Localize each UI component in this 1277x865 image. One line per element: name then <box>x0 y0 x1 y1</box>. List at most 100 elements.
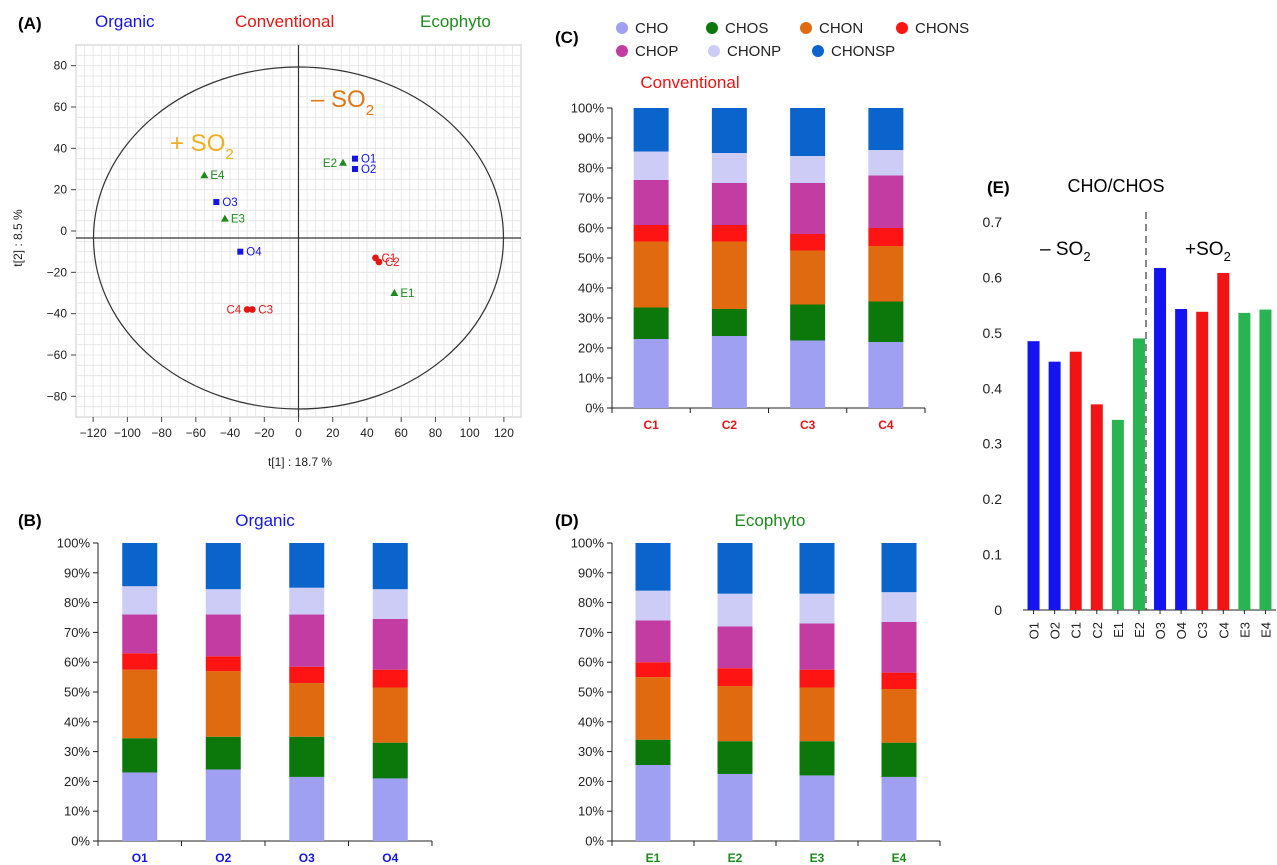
y-tick-label: 20% <box>578 774 604 789</box>
y-tick-label: 0 <box>994 602 1002 618</box>
bar-segment-c3-chons <box>790 234 826 251</box>
y-tick-label: 50% <box>578 685 604 700</box>
bar-segment-o3-chonp <box>289 587 325 615</box>
bar-segment-c1-chonp <box>633 151 669 180</box>
bar-segment-c2-chons <box>711 225 747 242</box>
bar-segment-c3-chonp <box>790 156 826 183</box>
point-label-e2: E2 <box>323 158 337 170</box>
point-o3 <box>213 199 220 206</box>
bar-segment-o4-chons <box>372 669 408 688</box>
bar-segment-e4-chonsp <box>881 543 917 593</box>
bar-segment-c4-cho <box>868 342 904 408</box>
bar-o2 <box>1048 361 1061 610</box>
category-label-e2: E2 <box>1132 622 1147 638</box>
bar-segment-c2-chos <box>711 309 747 336</box>
y-tick-label: 90% <box>578 131 604 146</box>
y-tick-label: 40% <box>578 281 604 296</box>
y-tick-label: −20 <box>47 265 68 279</box>
x-tick-label: 60 <box>395 426 409 440</box>
point-e2 <box>339 158 347 166</box>
y-tick-label: 100% <box>57 536 91 551</box>
legend-label-chonsp: CHONSP <box>831 43 895 60</box>
bar-segment-e1-chonp <box>635 590 671 621</box>
category-label-c2: C2 <box>1090 622 1105 639</box>
minus-so2-text: – SO2 <box>1040 239 1091 264</box>
bar-segment-c4-chonp <box>868 150 904 176</box>
category-label-c3: C3 <box>1195 622 1210 639</box>
x-axis-title: t[1] : 18.7 % <box>268 455 332 469</box>
bar-segment-o4-chonp <box>372 589 408 619</box>
point-label-e4: E4 <box>210 170 225 182</box>
panel-d: (D) Ecophyto 0% 10% 20% 30% 40% 50% 60% 70% 80% 9… <box>555 511 941 865</box>
panel-b-title: Organic <box>235 511 295 530</box>
bar-segment-c4-chons <box>868 228 904 246</box>
bar-segment-c2-chon <box>711 241 747 309</box>
y-tick-label: 40 <box>54 141 68 155</box>
bar-segment-c2-cho <box>711 336 747 408</box>
panel-d-title: Ecophyto <box>735 511 806 530</box>
category-label-c4: C4 <box>1216 622 1231 639</box>
bar-segment-e4-chop <box>881 621 917 673</box>
bar-segment-o2-chonp <box>205 589 241 615</box>
y-tick-label: 0.7 <box>983 214 1003 230</box>
bar-segment-o1-chos <box>122 738 158 773</box>
bar-segment-o3-chos <box>289 736 325 777</box>
bar-segment-e3-chonp <box>799 593 835 624</box>
point-o2 <box>351 166 358 172</box>
bar-segment-o2-chos <box>205 736 241 770</box>
bar-segment-c3-chop <box>790 183 826 234</box>
panel-c: Conventional 0% 10% 20% 30% 40% 50% 60% 70% 80% 9… <box>571 73 926 432</box>
bar-segment-o4-cho <box>372 778 408 841</box>
category-label-e3: E3 <box>1237 622 1252 638</box>
bar-segment-o3-chon <box>289 683 325 737</box>
legend-marker-chons <box>896 22 908 34</box>
category-label-c2: C2 <box>722 418 738 432</box>
bar-segment-c2-chonsp <box>711 108 747 153</box>
bar-segment-o4-chos <box>372 742 408 779</box>
y-tick-label: −80 <box>47 389 68 403</box>
y-tick-label: 70% <box>64 625 90 640</box>
panel-e: (E) CHO/CHOS – SO2 +SO2 0 0.1 0.2 0.3 0.4 0.5… <box>983 176 1276 639</box>
y-tick-label: 0 <box>60 224 67 238</box>
legend-label-chons: CHONS <box>915 20 969 37</box>
point-c3 <box>248 306 256 313</box>
category-label-o3: O3 <box>299 851 315 865</box>
bar-segment-o4-chop <box>372 618 408 670</box>
y-tick-label: 40% <box>578 714 604 729</box>
x-tick-label: 100 <box>460 426 480 440</box>
point-label-o1: O1 <box>361 154 376 166</box>
x-tick-label: −20 <box>254 426 275 440</box>
panel-b-label: (B) <box>18 511 42 530</box>
y-tick-label: 50% <box>64 685 90 700</box>
point-label-c3: C3 <box>258 305 273 317</box>
point-label-e3: E3 <box>231 214 245 226</box>
legend-label-cho: CHO <box>635 20 668 37</box>
y-tick-label: −40 <box>47 307 68 321</box>
category-label-o4: O4 <box>1174 622 1189 639</box>
y-tick-label: 0% <box>71 834 90 849</box>
bar-segment-e2-cho <box>717 773 753 841</box>
group-label-ecophyto: Ecophyto <box>420 12 491 31</box>
panel-a-label: (A) <box>18 14 42 33</box>
y-tick-label: 0.4 <box>983 380 1003 396</box>
x-tick-label: 0 <box>295 426 302 440</box>
bar-segment-o3-cho <box>289 776 325 841</box>
y-tick-label: 70% <box>578 191 604 206</box>
bar-e1 <box>1111 419 1124 610</box>
x-tick-label: −80 <box>151 426 172 440</box>
x-tick-label: 40 <box>360 426 374 440</box>
y-tick-label: −60 <box>47 348 68 362</box>
panel-a: (A) Organic Conventional Ecophyto −120 −1… <box>11 12 522 469</box>
bar-segment-c3-chos <box>790 304 826 341</box>
category-label-o3: O3 <box>1153 622 1168 639</box>
bar-segment-e1-chop <box>635 620 671 663</box>
y-tick-label: 80 <box>54 59 68 73</box>
bar-segment-o4-chonsp <box>372 543 408 590</box>
bar-segment-e2-chonsp <box>717 543 753 594</box>
category-label-e3: E3 <box>810 851 825 865</box>
point-o1 <box>351 155 358 162</box>
category-label-e1: E1 <box>1111 622 1126 638</box>
bar-e2 <box>1132 338 1145 610</box>
